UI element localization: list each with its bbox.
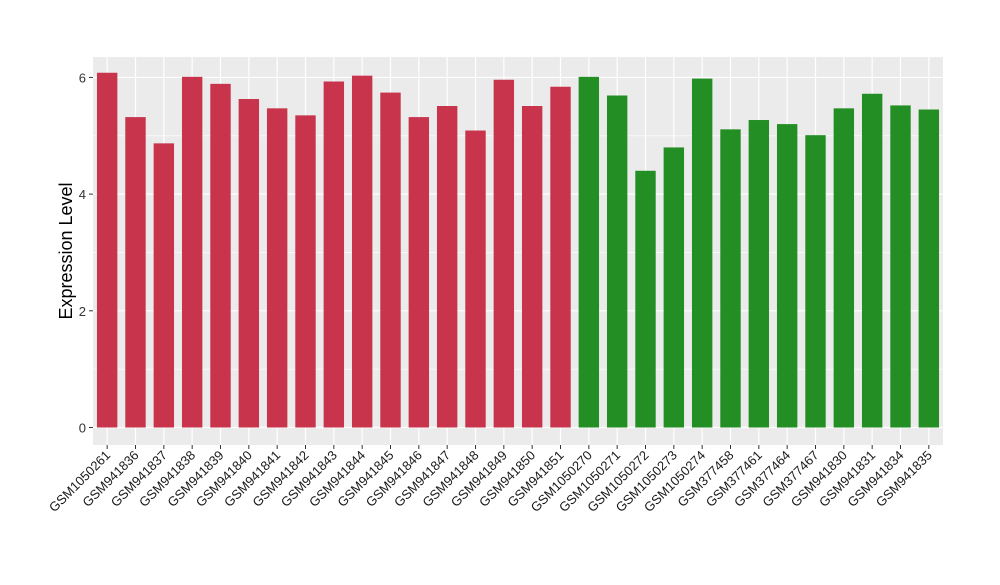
bar-GSM1050271 — [606, 95, 628, 428]
bar-GSM941844 — [351, 75, 373, 428]
y-tick-label: 2 — [79, 304, 86, 319]
bar-GSM377464 — [776, 124, 798, 428]
bar-GSM1050270 — [578, 76, 600, 428]
bar-GSM941847 — [436, 106, 458, 428]
bar-GSM941849 — [493, 79, 515, 428]
bar-GSM941841 — [266, 108, 288, 428]
y-tick-label: 6 — [79, 70, 86, 85]
bar-GSM941848 — [465, 130, 486, 428]
bar-GSM941835 — [918, 109, 940, 428]
y-axis-label: Expression Level — [56, 182, 76, 319]
bar-GSM941840 — [238, 99, 260, 428]
bar-GSM941834 — [890, 105, 911, 428]
bars-group — [96, 72, 940, 428]
bar-GSM941851 — [550, 86, 571, 428]
y-tick-label: 4 — [79, 187, 86, 202]
bar-GSM377461 — [748, 120, 770, 428]
x-axis: GSM1050261GSM941836GSM941837GSM941838GSM… — [46, 445, 935, 515]
bar-GSM941842 — [295, 115, 316, 428]
bar-GSM941843 — [323, 81, 345, 428]
y-tick-label: 0 — [79, 420, 86, 435]
bar-GSM941846 — [408, 117, 430, 428]
bar-GSM941838 — [181, 76, 203, 428]
bar-GSM1050273 — [663, 147, 685, 428]
bar-GSM941850 — [521, 106, 543, 428]
bar-GSM1050272 — [635, 170, 656, 428]
bar-GSM941836 — [125, 117, 146, 428]
bar-GSM1050261 — [96, 72, 118, 428]
bar-GSM941845 — [380, 92, 401, 428]
bar-GSM941831 — [861, 93, 883, 428]
bar-GSM941839 — [210, 83, 231, 428]
bar-GSM1050274 — [691, 78, 713, 428]
minor-gridlines — [93, 135, 943, 370]
y-axis: 0 2 4 6 — [79, 70, 93, 435]
bar-GSM941830 — [833, 108, 855, 428]
bar-GSM377467 — [805, 135, 826, 428]
bar-GSM941837 — [153, 143, 175, 428]
bar-GSM377458 — [720, 129, 741, 428]
plot-panel — [93, 57, 943, 445]
